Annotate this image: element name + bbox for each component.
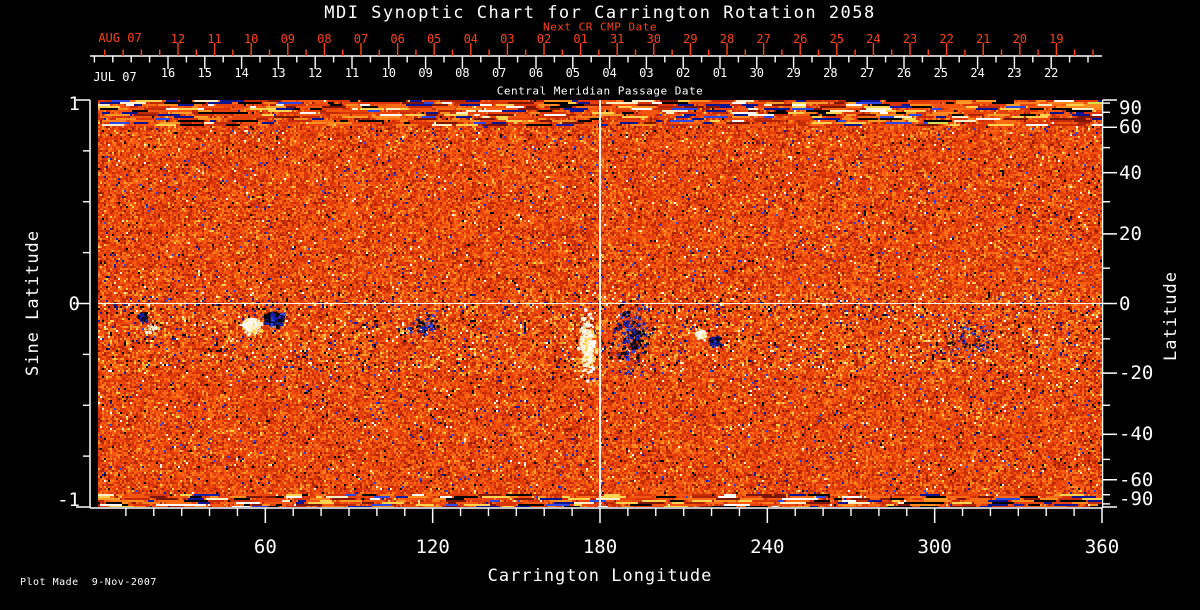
cmp-day-label: 27 <box>859 66 875 80</box>
latitude-tick-label: -60 <box>1119 468 1154 491</box>
cmp-day-label: 14 <box>234 66 249 80</box>
cmp-day-label: 16 <box>160 66 176 80</box>
cmp-day-label: 09 <box>418 66 433 80</box>
left-axis-title: Sine Latitude <box>23 229 43 377</box>
cmp-day-label: 08 <box>455 66 470 80</box>
cmp-day-label: 12 <box>307 66 323 80</box>
cmp-day-label: 01 <box>712 66 728 80</box>
next-cr-day-label: 04 <box>463 32 479 46</box>
next-cr-day-label: 22 <box>939 32 954 46</box>
longitude-tick-label: 240 <box>750 536 785 558</box>
next-cr-day-label: 12 <box>170 32 186 46</box>
cmp-day-label: 03 <box>639 66 654 80</box>
chart-title: MDI Synoptic Chart for Carrington Rotati… <box>324 3 876 23</box>
cmp-day-label: 07 <box>491 66 507 80</box>
next-cr-day-label: 19 <box>1049 32 1064 46</box>
next-cr-day-label: 30 <box>646 32 662 46</box>
cmp-day-label: 13 <box>271 66 286 80</box>
bottom-axis-title: Carrington Longitude <box>487 566 713 586</box>
sine-latitude-tick-label: 0 <box>68 292 80 315</box>
next-cr-day-label: 20 <box>1012 32 1028 46</box>
latitude-tick-label: 20 <box>1119 222 1142 245</box>
equator-reference-line <box>98 302 1102 305</box>
next-cr-day-label: 10 <box>243 32 259 46</box>
longitude-tick-label: 60 <box>253 536 277 558</box>
cmp-day-label: 29 <box>786 66 801 80</box>
next-cr-axis-title: Next CR CMP Date <box>543 20 657 34</box>
next-cr-day-label: 27 <box>756 32 771 46</box>
longitude-tick-label: 300 <box>917 536 952 558</box>
cmp-day-label: 06 <box>528 66 544 80</box>
next-cr-day-label: 03 <box>500 32 515 46</box>
latitude-tick-label: 40 <box>1119 161 1142 184</box>
next-cr-day-label: 07 <box>353 32 369 46</box>
sine-latitude-tick-label: -1 <box>57 489 80 511</box>
next-cr-day-label: 06 <box>390 32 405 46</box>
cmp-day-label: 23 <box>1007 66 1022 80</box>
cmp-axis-title: Central Meridian Passage Date <box>496 84 704 98</box>
next-cr-day-label: 29 <box>683 32 698 46</box>
next-cr-day-label: 05 <box>426 32 442 46</box>
next-cr-day-label: 09 <box>280 32 296 46</box>
latitude-tick-label: 0 <box>1119 292 1131 315</box>
longitude-tick-label: 120 <box>415 536 450 558</box>
plot-made-label: Plot Made 9-Nov-2007 <box>20 577 157 588</box>
latitude-tick-label: -40 <box>1119 423 1154 446</box>
longitude-tick-label: 180 <box>582 536 618 558</box>
next-cr-day-label: 02 <box>536 32 552 46</box>
cmp-day-label: 15 <box>197 66 213 80</box>
cmp-day-label: 24 <box>970 66 985 80</box>
cmp-day-label: 30 <box>749 66 765 80</box>
next-cr-day-label: 21 <box>975 32 991 46</box>
cmp-month-label: JUL 07 <box>93 70 137 84</box>
next-cr-day-label: 23 <box>902 32 918 46</box>
latitude-tick-label: 90 <box>1119 97 1142 119</box>
cmp-day-label: 02 <box>675 66 691 80</box>
next-cr-day-label: 28 <box>719 32 735 46</box>
cmp-day-label: 11 <box>344 66 360 80</box>
cmp-day-label: 05 <box>565 66 581 80</box>
cmp-day-label: 26 <box>896 66 912 80</box>
right-axis-title: Latitude <box>1161 271 1181 361</box>
cmp-day-label: 10 <box>381 66 397 80</box>
next-cr-day-label: 01 <box>573 32 588 46</box>
next-cr-month-label: AUG 07 <box>98 31 142 45</box>
next-cr-day-label: 11 <box>207 32 222 46</box>
cmp-day-label: 28 <box>823 66 838 80</box>
sine-latitude-tick-label: 1 <box>68 93 80 115</box>
next-cr-day-label: 31 <box>609 32 625 46</box>
latitude-tick-label: -20 <box>1119 362 1154 385</box>
next-cr-day-label: 08 <box>317 32 332 46</box>
cmp-day-label: 22 <box>1043 66 1059 80</box>
latitude-tick-label: -90 <box>1119 488 1154 510</box>
next-cr-day-label: 24 <box>866 32 881 46</box>
cmp-day-label: 25 <box>933 66 949 80</box>
longitude-tick-label: 360 <box>1084 536 1120 558</box>
next-cr-day-label: 26 <box>792 32 808 46</box>
cmp-day-label: 04 <box>602 66 617 80</box>
next-cr-day-label: 25 <box>829 32 845 46</box>
latitude-tick-label: 60 <box>1119 116 1142 139</box>
